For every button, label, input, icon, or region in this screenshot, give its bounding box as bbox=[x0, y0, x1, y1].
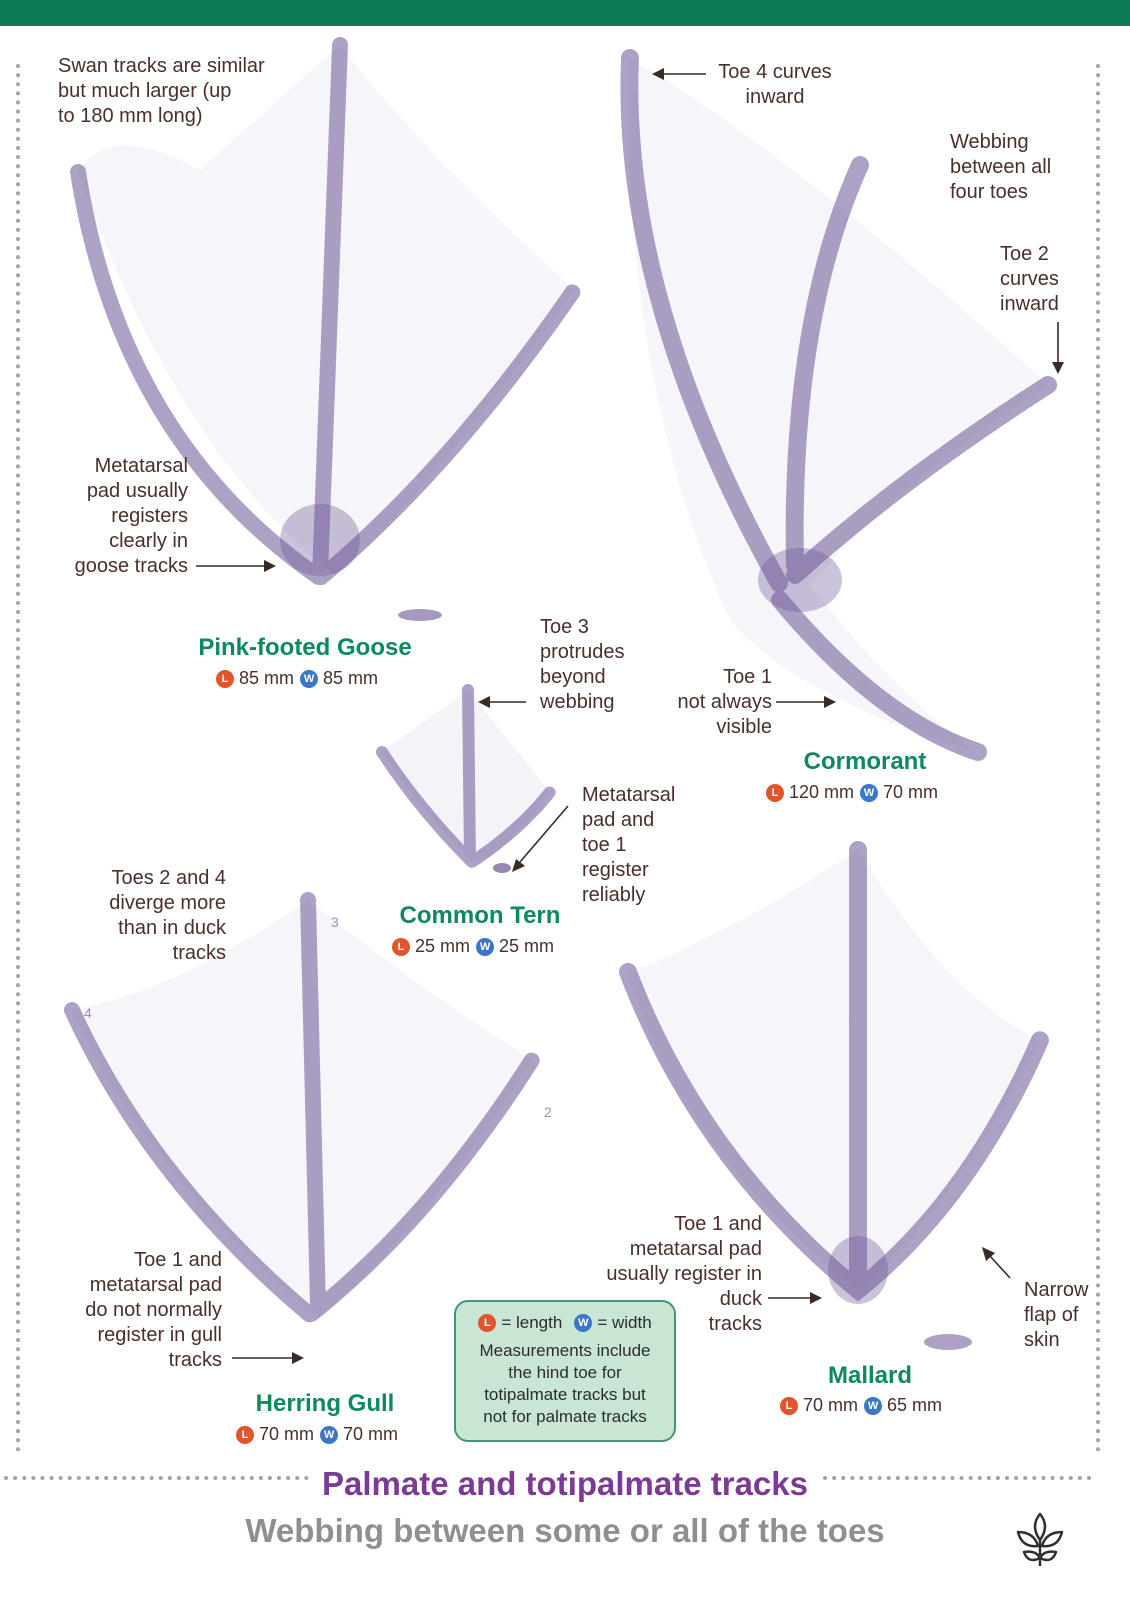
width-badge-icon: W bbox=[320, 1425, 339, 1444]
length-badge-icon: L bbox=[780, 1396, 798, 1415]
goose-length: 85 mm bbox=[239, 668, 295, 688]
mallard-width: 65 mm bbox=[887, 1395, 943, 1415]
mallard-length: 70 mm bbox=[803, 1395, 859, 1415]
annotation-swan: Swan tracks are similar but much larger … bbox=[58, 55, 265, 127]
cormorant-length: 120 mm bbox=[789, 782, 855, 802]
toe-number-4: 4 bbox=[84, 1005, 92, 1021]
width-badge-icon: W bbox=[476, 937, 495, 956]
page-title: Palmate and totipalmate tracks bbox=[0, 1465, 1130, 1503]
annotation-gull-toe1: Toe 1 and metatarsal pad do not normally… bbox=[85, 1249, 222, 1371]
annotation-goose-pad: Metatarsal pad usually registers clearly… bbox=[74, 455, 188, 577]
annotation-arrows bbox=[196, 68, 1064, 1364]
species-name-gull: Herring Gull bbox=[255, 1390, 395, 1417]
length-badge-icon: L bbox=[478, 1314, 497, 1332]
annotation-tern-pad: Metatarsal pad and toe 1 register reliab… bbox=[582, 784, 676, 906]
annotation-toe1-visible: Toe 1 not always visible bbox=[677, 666, 773, 738]
tern-length: 25 mm bbox=[415, 936, 471, 956]
legend-note: Measurements include the hind toe for to… bbox=[479, 1341, 651, 1426]
annotation-webbing-all: Webbing between all four toes bbox=[950, 131, 1052, 203]
length-badge-icon: L bbox=[216, 669, 234, 688]
top-header-bar bbox=[0, 0, 1130, 26]
annotation-toe4-curves: Toe 4 curves inward bbox=[718, 61, 832, 108]
page-title-text: Palmate and totipalmate tracks bbox=[309, 1465, 820, 1502]
legend-box: L = length W = width Measurements includ… bbox=[454, 1300, 676, 1442]
toe-number-2: 2 bbox=[544, 1104, 552, 1120]
goose-width: 85 mm bbox=[323, 668, 379, 688]
cormorant-width: 70 mm bbox=[883, 782, 939, 802]
gull-track bbox=[64, 892, 540, 1326]
length-badge-icon: L bbox=[392, 937, 410, 956]
species-name-mallard: Mallard bbox=[827, 1362, 913, 1389]
toe-number-3: 3 bbox=[331, 914, 339, 930]
width-badge-icon: W bbox=[864, 1396, 883, 1415]
leaf-logo-icon bbox=[1016, 1512, 1064, 1566]
legend-key-row: L = length W = width bbox=[456, 1312, 674, 1334]
page-subtitle: Webbing between some or all of the toes bbox=[245, 1512, 885, 1549]
tern-track bbox=[376, 684, 556, 873]
mallard-track bbox=[619, 841, 1049, 1350]
gull-length: 70 mm bbox=[259, 1424, 315, 1444]
cormorant-track bbox=[620, 49, 1057, 761]
annotation-toe3-protrudes: Toe 3 protrudes beyond webbing bbox=[540, 616, 625, 713]
measurement-gull: L 70 mm W 70 mm bbox=[236, 1424, 398, 1445]
length-badge-icon: L bbox=[236, 1425, 254, 1444]
length-badge-icon: L bbox=[766, 783, 784, 802]
width-badge-icon: W bbox=[860, 783, 879, 802]
species-name-goose: Pink-footed Goose bbox=[198, 634, 412, 661]
annotation-toes-diverge: Toes 2 and 4 diverge more than in duck t… bbox=[109, 867, 226, 964]
gull-width: 70 mm bbox=[343, 1424, 399, 1444]
legend-length-text: = length bbox=[501, 1313, 563, 1332]
species-name-tern: Common Tern bbox=[399, 902, 561, 929]
legend-width-text: = width bbox=[597, 1313, 652, 1332]
tern-width: 25 mm bbox=[499, 936, 555, 956]
goose-track bbox=[70, 37, 582, 621]
width-badge-icon: W bbox=[574, 1314, 593, 1332]
measurement-cormorant: L 120 mm W 70 mm bbox=[766, 782, 938, 803]
measurement-tern: L 25 mm W 25 mm bbox=[392, 936, 554, 957]
measurement-goose: L 85 mm W 85 mm bbox=[216, 668, 378, 689]
species-name-cormorant: Cormorant bbox=[803, 748, 927, 775]
annotation-toe2-curves: Toe 2 curves inward bbox=[1000, 243, 1059, 315]
annotation-duck-toe1: Toe 1 and metatarsal pad usually registe… bbox=[606, 1213, 762, 1335]
measurement-mallard: L 70 mm W 65 mm bbox=[780, 1395, 942, 1416]
width-badge-icon: W bbox=[300, 669, 319, 688]
annotation-narrow-flap: Narrow flap of skin bbox=[1024, 1279, 1089, 1351]
